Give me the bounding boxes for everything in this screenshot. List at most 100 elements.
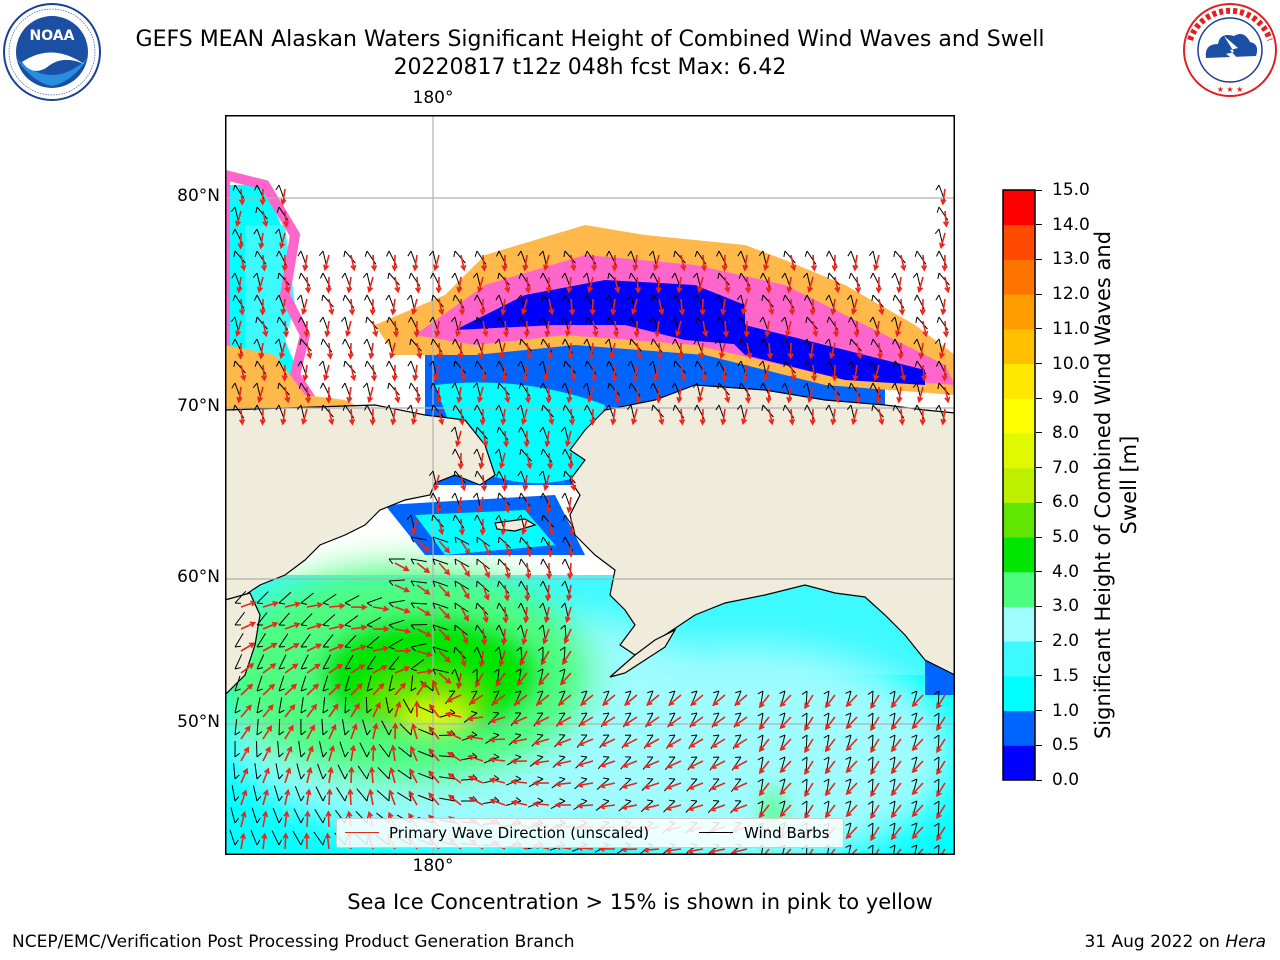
wind-barb (387, 272, 400, 286)
wave-arrow (831, 254, 838, 272)
wave-arrow (942, 210, 950, 228)
wave-arrow (284, 745, 293, 762)
wave-arrow (870, 716, 880, 732)
wind-barb (343, 360, 356, 374)
wave-arrow (522, 606, 530, 624)
wave-arrow (281, 364, 288, 382)
wind-barb (300, 633, 311, 648)
wave-arrow (779, 694, 792, 708)
colorbar-tick-label: 11.0 (1052, 318, 1090, 339)
wave-arrow (477, 386, 484, 404)
wave-arrow (804, 760, 814, 776)
wave-arrow (680, 254, 687, 272)
wave-arrow (804, 738, 814, 754)
noaa-logo: NOAA (3, 3, 101, 101)
wave-arrow (758, 804, 770, 819)
wave-arrow (664, 804, 682, 811)
wind-barb (761, 404, 774, 418)
wave-arrow (416, 562, 431, 574)
wave-arrow (303, 832, 310, 850)
wave-arrow (656, 342, 664, 360)
wave-arrow (416, 681, 427, 696)
wave-arrow (940, 298, 947, 316)
wind-barb (761, 294, 774, 308)
wave-arrow (445, 694, 462, 703)
wave-arrow (240, 683, 254, 696)
wave-arrow (304, 386, 312, 404)
wind-barb (234, 633, 244, 648)
wave-arrow (708, 848, 726, 855)
wave-arrow (576, 781, 594, 788)
wave-arrow (388, 789, 396, 806)
wind-barb-swatch (699, 832, 733, 833)
wave-arrow (447, 773, 462, 784)
wave-arrow (458, 518, 466, 536)
wave-arrow (284, 622, 301, 630)
wave-arrow (590, 364, 598, 382)
wave-arrow (911, 804, 924, 818)
wave-arrow (698, 342, 705, 360)
wave-arrow (554, 760, 572, 767)
wave-arrow (592, 320, 599, 338)
wave-arrow (306, 724, 315, 740)
wave-arrow (919, 408, 926, 426)
wind-barb (343, 250, 356, 264)
wave-arrow (764, 320, 771, 338)
colorbar-tick-label: 0.5 (1052, 735, 1080, 756)
wind-barb (937, 272, 950, 286)
wave-arrow (434, 320, 441, 338)
wave-arrow (689, 716, 704, 727)
wind-barb (410, 602, 427, 609)
wave-arrow (368, 766, 376, 784)
wind-barb (365, 696, 372, 714)
wave-arrow (545, 496, 552, 514)
wind-barb (233, 250, 246, 264)
wave-arrow (688, 738, 704, 748)
wind-barb (454, 558, 470, 568)
wave-arrow (524, 276, 532, 294)
colorbar-tick-label: 7.0 (1052, 457, 1080, 478)
wind-barb (321, 404, 334, 418)
wave-arrow (372, 625, 390, 633)
wave-arrow (526, 452, 533, 470)
wave-arrow (845, 804, 858, 818)
wind-barb (256, 719, 263, 736)
wind-barb (933, 756, 940, 774)
wind-barb (432, 624, 449, 631)
wave-arrow (438, 672, 452, 685)
wave-arrow (368, 342, 375, 360)
wave-arrow (522, 254, 529, 272)
wave-arrow (394, 701, 402, 718)
wave-arrow (326, 342, 334, 360)
wave-arrow (262, 767, 270, 784)
wind-barb (231, 785, 240, 802)
wave-arrow (524, 496, 532, 514)
wave-arrow (416, 668, 434, 675)
wave-arrow (644, 738, 660, 747)
wave-arrow (240, 704, 252, 718)
wave-arrow (845, 782, 858, 796)
wave-arrow (390, 298, 397, 316)
colorbar-segment (1003, 571, 1035, 607)
wave-arrow (890, 804, 902, 819)
wave-arrow (325, 276, 332, 294)
wave-arrow (874, 848, 880, 855)
wave-arrow (730, 848, 748, 855)
colorbar-tick (1036, 675, 1042, 677)
wave-arrow (258, 232, 265, 250)
wave-arrow (940, 408, 947, 426)
wave-arrow (390, 744, 397, 762)
wind-barb (867, 844, 874, 855)
wave-arrow (394, 276, 401, 294)
wave-arrow (370, 254, 378, 272)
wind-barb (867, 756, 874, 774)
colorbar-segment (1003, 641, 1035, 677)
wind-barb (322, 593, 337, 606)
wave-arrow (941, 254, 948, 272)
wave-arrow (733, 716, 748, 727)
wave-arrow (408, 790, 418, 806)
wave-arrow (412, 254, 419, 272)
wave-arrow (306, 703, 318, 718)
wave-arrow (546, 540, 554, 558)
wave-arrow (804, 694, 814, 710)
